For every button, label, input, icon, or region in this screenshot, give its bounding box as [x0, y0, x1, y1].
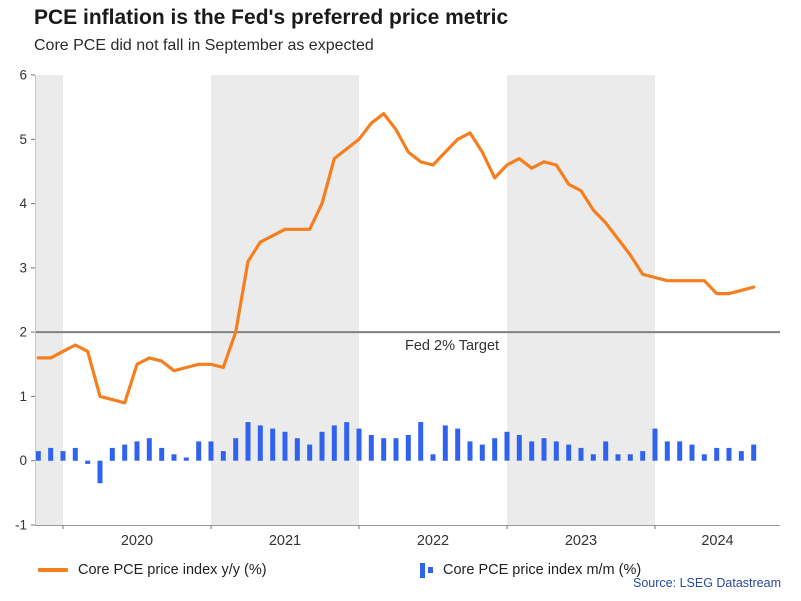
legend-item-yoy: Core PCE price index y/y (%)	[38, 559, 267, 581]
y-axis-labels: -1 0 1 2 3 4 5 6	[15, 68, 35, 533]
svg-text:2024: 2024	[701, 533, 733, 549]
svg-text:0: 0	[19, 453, 27, 468]
svg-text:6: 6	[19, 68, 27, 83]
svg-text:2023: 2023	[565, 533, 597, 549]
svg-text:3: 3	[19, 260, 27, 275]
x-axis-labels: 2020 2021 2022 2023 2024	[62, 525, 734, 549]
legend-yoy-label: Core PCE price index y/y (%)	[78, 562, 267, 578]
legend-item-mom: Core PCE price index m/m (%)	[420, 559, 641, 581]
svg-text:2021: 2021	[269, 533, 301, 549]
svg-text:1: 1	[19, 389, 27, 404]
svg-text:5: 5	[19, 132, 27, 147]
source-attribution: Source: LSEG Datastream	[633, 576, 781, 590]
svg-text:2022: 2022	[417, 533, 449, 549]
yoy-line	[36, 111, 756, 405]
chart-subtitle: Core PCE did not fall in September as ex…	[34, 37, 374, 54]
yoy-line-legend-icon	[38, 568, 68, 572]
fed-target-annotation: Fed 2% Target	[405, 338, 500, 354]
svg-text:-1: -1	[15, 518, 27, 533]
svg-text:4: 4	[19, 196, 27, 211]
mom-bars	[35, 422, 757, 484]
svg-text:2: 2	[19, 325, 27, 340]
legend-mom-label: Core PCE price index m/m (%)	[443, 562, 642, 578]
chart-title: PCE inflation is the Fed's preferred pri…	[34, 6, 509, 29]
mom-bar-legend-icon	[420, 562, 433, 578]
svg-text:2020: 2020	[121, 533, 153, 549]
